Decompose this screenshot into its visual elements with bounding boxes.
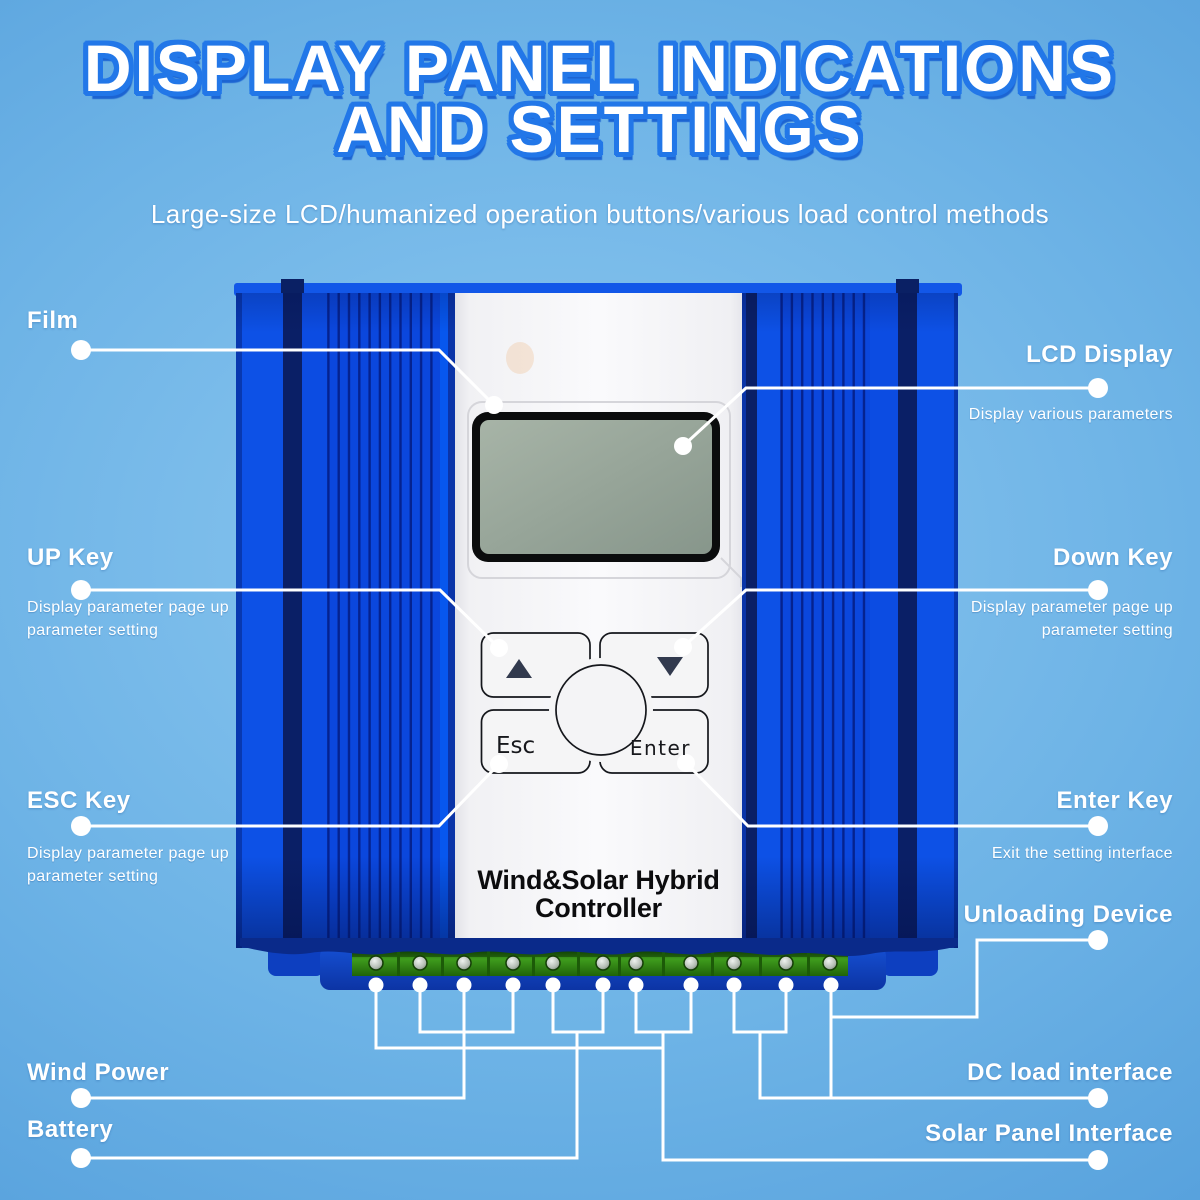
callout-esc-key-desc2: parameter setting bbox=[27, 868, 159, 885]
page-subtitle: Large-size LCD/humanized operation butto… bbox=[150, 199, 1050, 229]
front-panel bbox=[455, 293, 742, 948]
lcd-screen bbox=[480, 420, 712, 554]
callout-dc-load-label: DC load interface bbox=[967, 1059, 1173, 1086]
top-nub-left bbox=[281, 279, 304, 293]
callout-line-unloading bbox=[829, 938, 1098, 1098]
callout-dots bbox=[71, 340, 1108, 1170]
device-top-edge bbox=[234, 283, 962, 296]
callout-solar-panel-label: Solar Panel Interface bbox=[925, 1120, 1173, 1147]
esc-button-label: Esc bbox=[496, 733, 536, 759]
callout-lcd-desc: Display various parameters bbox=[968, 406, 1173, 423]
callout-line-esc-key bbox=[81, 762, 501, 828]
button-cluster bbox=[480, 632, 709, 774]
solar-terminal-branch bbox=[374, 985, 663, 1050]
callout-wind-power-label: Wind Power bbox=[27, 1059, 170, 1086]
wind-terminal-bridge bbox=[418, 985, 515, 1034]
callout-line-solar bbox=[661, 1032, 1098, 1162]
callout-enter-key-desc: Exit the setting interface bbox=[991, 845, 1173, 862]
center-ring bbox=[555, 664, 647, 756]
enter-button-label: Enter bbox=[629, 736, 691, 760]
callout-up-key-desc1: Display parameter page up bbox=[27, 599, 230, 616]
callout-line-lcd bbox=[681, 386, 1098, 448]
callout-up-key-label: UP Key bbox=[27, 544, 114, 571]
down-triangle-icon bbox=[657, 657, 683, 676]
callout-lines bbox=[81, 348, 1098, 1162]
page-title: DISPLAY PANEL INDICATIONS AND SETTINGS bbox=[0, 31, 1200, 166]
device-name-line1: Wind&Solar Hybrid bbox=[477, 865, 720, 895]
film-notch bbox=[720, 557, 742, 587]
callout-battery-label: Battery bbox=[27, 1116, 114, 1143]
callout-unloading-label: Unloading Device bbox=[963, 901, 1173, 928]
callout-line-down-key bbox=[681, 588, 1098, 649]
body-bottom-edge bbox=[240, 938, 958, 956]
terminal-separators bbox=[397, 950, 810, 976]
film-outline bbox=[467, 401, 731, 579]
callout-line-dc-load bbox=[758, 1032, 1098, 1100]
callout-line-wind-power bbox=[81, 985, 466, 1100]
battery-terminal-bridge bbox=[551, 985, 605, 1034]
callout-enter-key-label: Enter Key bbox=[1056, 787, 1173, 814]
solar-terminal-bridge bbox=[634, 985, 693, 1034]
up-triangle-icon bbox=[506, 659, 532, 678]
panel-smudge bbox=[506, 342, 534, 374]
callout-down-key-desc2: parameter setting bbox=[1041, 622, 1173, 639]
callout-line-up-key bbox=[81, 588, 501, 650]
device-name: Wind&Solar Hybrid Controller bbox=[455, 866, 742, 922]
callout-film-label: Film bbox=[27, 307, 79, 334]
callout-up-key-desc2: parameter setting bbox=[27, 622, 159, 639]
page-title-line2: AND SETTINGS bbox=[336, 92, 864, 166]
callout-line-enter-key bbox=[684, 761, 1098, 828]
terminal-screws bbox=[368, 955, 838, 971]
left-heatsink bbox=[236, 293, 455, 948]
callout-lcd-label: LCD Display bbox=[1026, 341, 1173, 368]
device-name-line2: Controller bbox=[534, 893, 662, 923]
page-title-line1: DISPLAY PANEL INDICATIONS bbox=[83, 31, 1117, 105]
callout-esc-key-desc1: Display parameter page up bbox=[27, 845, 230, 862]
callout-down-key-desc1: Display parameter page up bbox=[970, 599, 1173, 616]
callout-esc-key-label: ESC Key bbox=[27, 787, 131, 814]
top-nub-right bbox=[896, 279, 919, 293]
callout-line-battery bbox=[81, 1032, 579, 1160]
callout-down-key-label: Down Key bbox=[1052, 544, 1173, 571]
right-heatsink bbox=[742, 293, 958, 948]
callout-line-film bbox=[81, 348, 496, 407]
dc-terminal-bridge bbox=[732, 985, 788, 1034]
